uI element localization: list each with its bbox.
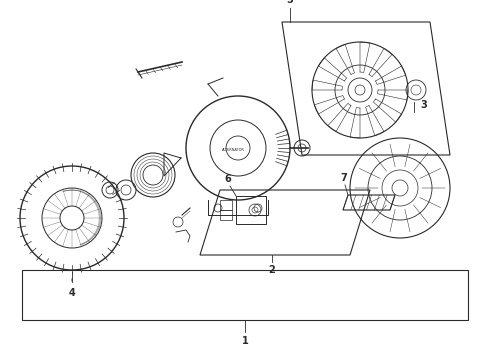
Text: 5: 5 bbox=[287, 0, 294, 5]
Bar bbox=[220, 210, 232, 220]
Text: 4: 4 bbox=[69, 288, 75, 298]
Text: 7: 7 bbox=[341, 173, 347, 183]
Bar bbox=[236, 196, 266, 224]
Text: ALTERNATOR: ALTERNATOR bbox=[221, 148, 245, 152]
Text: 3: 3 bbox=[420, 100, 427, 110]
Bar bbox=[220, 200, 232, 210]
Text: 1: 1 bbox=[242, 336, 248, 346]
Bar bbox=[22, 270, 468, 320]
Text: 2: 2 bbox=[269, 265, 275, 275]
Text: 6: 6 bbox=[224, 174, 231, 184]
